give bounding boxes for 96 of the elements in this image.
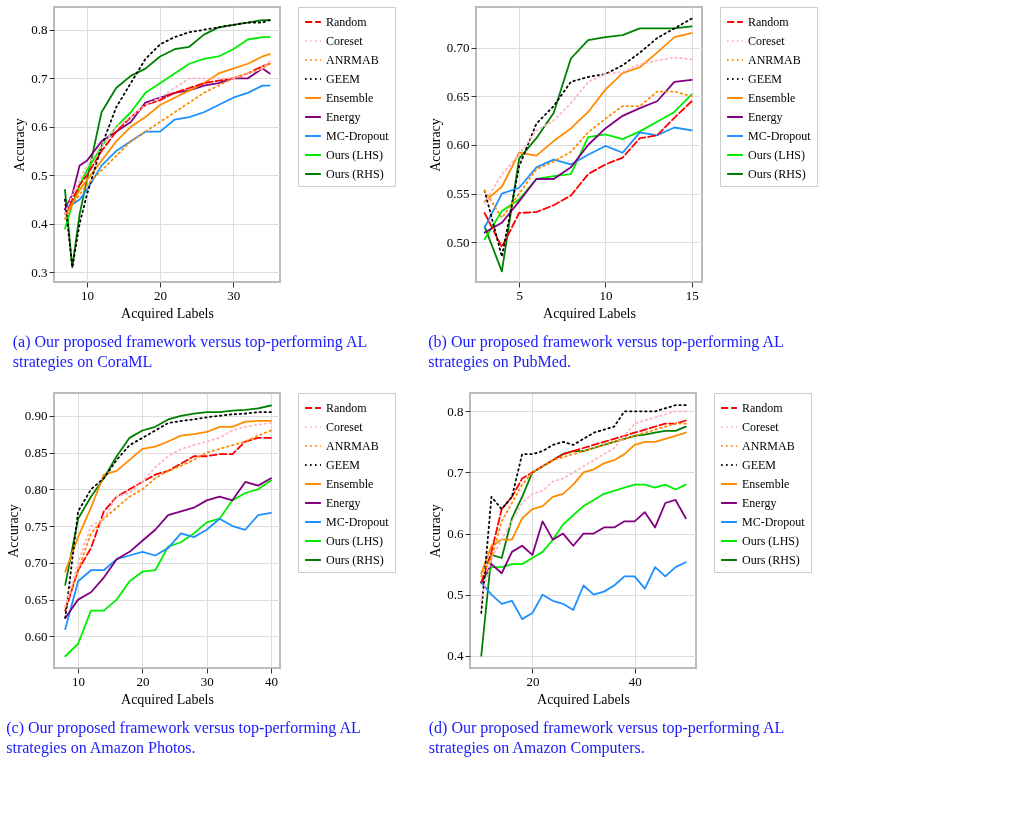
legend-label: Energy bbox=[742, 496, 777, 510]
y-tick-label: 0.8 bbox=[447, 403, 464, 419]
y-tick-label: 0.65 bbox=[446, 88, 470, 104]
y-tick-label: 0.4 bbox=[447, 648, 464, 664]
line-series bbox=[64, 511, 272, 630]
legend-label: Ours (RHS) bbox=[742, 553, 800, 567]
legend-label: Ours (RHS) bbox=[748, 167, 806, 181]
y-tick-label: 0.60 bbox=[446, 137, 470, 153]
y-tick-label: 0.7 bbox=[447, 464, 464, 480]
y-axis-title: Accuracy bbox=[427, 118, 443, 172]
x-axis-title: Acquired Labels bbox=[121, 691, 214, 707]
legend-label: MC-Dropout bbox=[326, 515, 390, 529]
text: (d) Our proposed framework versus top-performing AL strategies on Amazon Computers. bbox=[428, 719, 785, 757]
y-tick-label: 0.6 bbox=[31, 119, 48, 135]
text: (b) Our proposed framework versus top-performing AL strategies on PubMed. bbox=[428, 333, 784, 371]
y-axis-title: Accuracy bbox=[5, 504, 21, 558]
y-tick-label: 0.4 bbox=[31, 216, 48, 232]
x-tick-label: 30 bbox=[227, 287, 241, 303]
legend-label: Energy bbox=[326, 110, 361, 124]
y-tick-label: 0.7 bbox=[31, 70, 48, 86]
y-tick-label: 0.60 bbox=[24, 628, 48, 644]
legend-label: Energy bbox=[326, 496, 361, 510]
legend-label: MC-Dropout bbox=[326, 129, 390, 143]
y-tick-label: 0.50 bbox=[446, 234, 470, 250]
x-tick-label: 10 bbox=[80, 287, 94, 303]
y-tick-label: 0.3 bbox=[31, 264, 48, 280]
y-tick-label: 0.75 bbox=[24, 518, 48, 534]
y-axis-title: Accuracy bbox=[12, 118, 28, 172]
x-axis-title: Acquired Labels bbox=[537, 691, 630, 707]
legend-label: Random bbox=[742, 401, 784, 415]
x-tick-label: 20 bbox=[154, 287, 168, 303]
x-axis-title: Acquired Labels bbox=[543, 305, 636, 321]
line-series bbox=[64, 19, 271, 269]
legend-label: Random bbox=[748, 15, 790, 29]
legend-label: Ours (LHS) bbox=[326, 148, 383, 162]
y-tick-label: 0.8 bbox=[31, 22, 48, 38]
legend-label: ANRMAB bbox=[748, 53, 801, 67]
legend-label: Ensemble bbox=[326, 91, 374, 105]
legend-label: MC-Dropout bbox=[742, 515, 806, 529]
legend-label: GEEM bbox=[326, 72, 361, 86]
line-series bbox=[483, 56, 693, 205]
legend-label: Random bbox=[326, 15, 368, 29]
legend-label: Ours (LHS) bbox=[742, 534, 799, 548]
legend-label: Ensemble bbox=[748, 91, 796, 105]
legend-label: Random bbox=[326, 401, 368, 415]
legend-label: Ensemble bbox=[742, 477, 790, 491]
legend-label: ANRMAB bbox=[326, 53, 379, 67]
legend-label: Ours (RHS) bbox=[326, 553, 384, 567]
legend-label: MC-Dropout bbox=[748, 129, 812, 143]
line-series bbox=[64, 479, 272, 658]
legend-label: Coreset bbox=[326, 420, 364, 434]
text: (c) Our proposed framework versus top-performing AL strategies on Amazon Photos. bbox=[6, 719, 361, 757]
line-series bbox=[483, 126, 693, 229]
y-tick-label: 0.5 bbox=[447, 587, 464, 603]
y-tick-label: 0.6 bbox=[447, 526, 464, 542]
legend-label: Ours (LHS) bbox=[748, 148, 805, 162]
y-tick-label: 0.5 bbox=[31, 167, 48, 183]
y-tick-label: 0.70 bbox=[446, 40, 470, 56]
y-axis-title: Accuracy bbox=[428, 504, 444, 558]
legend-label: Ours (RHS) bbox=[326, 167, 384, 181]
legend-label: ANRMAB bbox=[742, 439, 795, 453]
line-series bbox=[64, 36, 271, 230]
x-tick-label: 20 bbox=[136, 673, 150, 689]
x-tick-label: 15 bbox=[685, 287, 699, 303]
legend-label: Coreset bbox=[748, 34, 786, 48]
legend-label: Coreset bbox=[326, 34, 364, 48]
y-tick-label: 0.90 bbox=[24, 408, 48, 424]
y-tick-label: 0.80 bbox=[24, 481, 48, 497]
line-series bbox=[64, 420, 272, 573]
line-series bbox=[64, 404, 272, 586]
x-tick-label: 30 bbox=[200, 673, 214, 689]
legend-label: Coreset bbox=[742, 420, 780, 434]
legend-label: Energy bbox=[748, 110, 783, 124]
x-axis-title: Acquired Labels bbox=[121, 305, 214, 321]
y-tick-label: 0.85 bbox=[24, 445, 48, 461]
line-series bbox=[480, 425, 687, 657]
y-tick-label: 0.70 bbox=[24, 555, 48, 571]
text: (a) Our proposed framework versus top-performing AL strategies on CoraML bbox=[12, 333, 368, 371]
line-series bbox=[64, 477, 272, 619]
legend-label: ANRMAB bbox=[326, 439, 379, 453]
legend-label: GEEM bbox=[326, 458, 361, 472]
legend-label: GEEM bbox=[748, 72, 783, 86]
x-tick-label: 40 bbox=[265, 673, 278, 689]
x-tick-label: 20 bbox=[526, 673, 540, 689]
line-series bbox=[480, 499, 687, 584]
legend-label: Ensemble bbox=[326, 477, 374, 491]
legend-label: GEEM bbox=[742, 458, 777, 472]
x-tick-label: 10 bbox=[599, 287, 613, 303]
y-tick-label: 0.55 bbox=[446, 186, 470, 202]
y-tick-label: 0.65 bbox=[24, 592, 48, 608]
line-series bbox=[480, 483, 687, 584]
x-tick-label: 5 bbox=[516, 287, 523, 303]
x-tick-label: 10 bbox=[72, 673, 86, 689]
line-series bbox=[480, 561, 687, 621]
legend-label: Ours (LHS) bbox=[326, 534, 383, 548]
x-tick-label: 40 bbox=[628, 673, 642, 689]
